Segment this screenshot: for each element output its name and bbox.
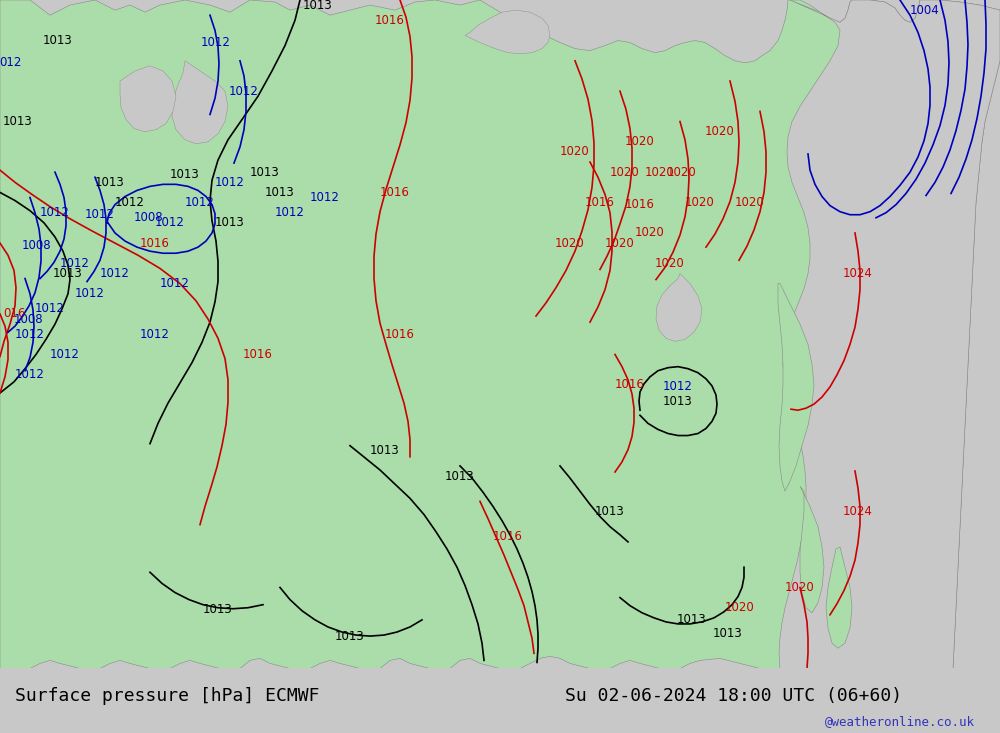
- Text: 1013: 1013: [95, 176, 125, 189]
- Text: 1024: 1024: [843, 505, 873, 518]
- Text: 1013: 1013: [445, 470, 475, 482]
- Text: 1020: 1020: [625, 136, 655, 148]
- Text: 1012: 1012: [60, 257, 90, 270]
- Text: 1024: 1024: [843, 267, 873, 280]
- Text: 1020: 1020: [605, 237, 635, 250]
- Text: 1013: 1013: [663, 394, 693, 408]
- Text: 1016: 1016: [385, 328, 415, 341]
- Polygon shape: [0, 0, 1000, 668]
- Text: 1016: 1016: [243, 348, 273, 361]
- Text: 1013: 1013: [303, 0, 333, 12]
- Text: 1008: 1008: [21, 239, 51, 251]
- Text: 1016: 1016: [140, 237, 170, 250]
- Text: 1016: 1016: [493, 530, 523, 543]
- Text: 1012: 1012: [115, 196, 145, 209]
- Text: 1013: 1013: [170, 168, 200, 181]
- Text: 1012: 1012: [663, 380, 693, 394]
- Text: 1013: 1013: [43, 34, 73, 47]
- Text: Su 02-06-2024 18:00 UTC (06+60): Su 02-06-2024 18:00 UTC (06+60): [565, 687, 902, 704]
- Text: 1016: 1016: [625, 198, 655, 211]
- Text: 1012: 1012: [185, 196, 215, 209]
- Polygon shape: [826, 547, 852, 648]
- Text: 012: 012: [0, 56, 21, 70]
- Text: 1012: 1012: [229, 84, 259, 97]
- Text: 1016: 1016: [615, 378, 645, 391]
- Polygon shape: [172, 61, 228, 144]
- Text: 1013: 1013: [677, 614, 707, 627]
- Text: 1004: 1004: [910, 4, 940, 17]
- Text: 1012: 1012: [275, 206, 305, 219]
- Text: 1012: 1012: [215, 176, 245, 189]
- Text: 016: 016: [3, 307, 25, 320]
- Text: 1020: 1020: [725, 601, 755, 614]
- Text: 1012: 1012: [75, 287, 105, 301]
- Text: 1008: 1008: [133, 211, 163, 224]
- Text: 1013: 1013: [215, 216, 245, 229]
- Text: 1013: 1013: [335, 630, 365, 643]
- Text: 1013: 1013: [713, 627, 743, 640]
- Text: 1020: 1020: [655, 257, 685, 270]
- Text: 1020: 1020: [705, 125, 735, 139]
- Text: 1016: 1016: [585, 196, 615, 209]
- Text: 1012: 1012: [160, 277, 190, 290]
- Text: 1012: 1012: [201, 36, 231, 49]
- Text: 1013: 1013: [53, 267, 83, 280]
- Text: 1013: 1013: [250, 166, 280, 179]
- Text: 1013: 1013: [3, 115, 33, 128]
- Polygon shape: [656, 273, 702, 342]
- Text: 1013: 1013: [370, 444, 400, 457]
- Text: 1012: 1012: [15, 328, 45, 341]
- Text: 1013: 1013: [203, 603, 233, 616]
- Text: 1016: 1016: [375, 14, 405, 27]
- Text: 1012: 1012: [35, 303, 65, 315]
- Text: 1012: 1012: [15, 368, 45, 381]
- Text: 1012: 1012: [155, 216, 185, 229]
- Text: 1016: 1016: [380, 186, 410, 199]
- Text: 1012: 1012: [310, 191, 340, 204]
- Text: 1013: 1013: [265, 186, 295, 199]
- Text: 1020: 1020: [685, 196, 715, 209]
- Text: 1020: 1020: [635, 226, 665, 240]
- Polygon shape: [778, 284, 814, 491]
- Polygon shape: [120, 66, 176, 132]
- Text: 1012: 1012: [40, 206, 70, 219]
- Text: 1013: 1013: [595, 505, 625, 518]
- Text: 1020: 1020: [735, 196, 765, 209]
- Text: 1020: 1020: [785, 581, 815, 594]
- Text: 1012: 1012: [100, 267, 130, 280]
- Text: 1020: 1020: [560, 145, 590, 158]
- Text: 1012: 1012: [50, 348, 80, 361]
- Polygon shape: [779, 0, 1000, 668]
- Text: 1008: 1008: [13, 312, 43, 325]
- Polygon shape: [465, 10, 550, 54]
- Text: 1012: 1012: [85, 208, 115, 221]
- Text: Surface pressure [hPa] ECMWF: Surface pressure [hPa] ECMWF: [15, 687, 320, 704]
- Polygon shape: [800, 486, 824, 613]
- Text: 1012: 1012: [140, 328, 170, 341]
- Text: 1020: 1020: [667, 166, 697, 179]
- Text: 1020: 1020: [555, 237, 585, 250]
- Text: 1020: 1020: [645, 166, 675, 179]
- Text: 1020: 1020: [610, 166, 640, 179]
- Text: @weatheronline.co.uk: @weatheronline.co.uk: [825, 715, 975, 728]
